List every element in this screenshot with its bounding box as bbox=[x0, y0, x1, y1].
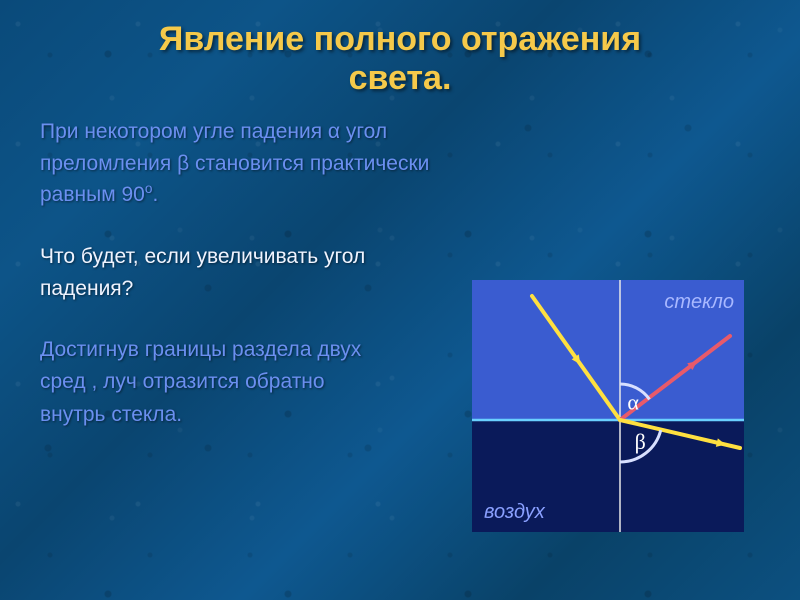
svg-text:α: α bbox=[627, 389, 639, 414]
svg-text:воздух: воздух bbox=[484, 501, 546, 523]
subtitle-line-2: преломления β становится практически bbox=[40, 152, 429, 175]
title-line-2: света. bbox=[349, 59, 452, 97]
subtitle-line-1: При некотором угле падения α угол bbox=[40, 120, 387, 143]
answer-line-1: Достигнув границы раздела двух bbox=[40, 338, 361, 361]
question-text: Что будет, если увеличивать угол падения… bbox=[40, 241, 460, 306]
answer-line-2: сред , луч отразится обратно bbox=[40, 370, 325, 393]
question-line-2: падения? bbox=[40, 277, 133, 300]
svg-text:β: β bbox=[635, 429, 646, 454]
subtitle-text: При некотором угле падения α угол прелом… bbox=[40, 116, 760, 211]
refraction-diagram: αβ стекло воздух bbox=[472, 280, 744, 532]
subtitle-dot: . bbox=[152, 183, 158, 206]
slide-title: Явление полного отражения света. bbox=[40, 20, 760, 98]
subtitle-line-3a: равным bbox=[40, 183, 121, 206]
question-line-1: Что будет, если увеличивать угол bbox=[40, 245, 365, 268]
answer-text: Достигнув границы раздела двух сред , лу… bbox=[40, 334, 460, 432]
slide: Явление полного отражения света. При нек… bbox=[0, 0, 800, 600]
subtitle-90: 90 bbox=[121, 183, 144, 206]
title-line-1: Явление полного отражения bbox=[159, 20, 641, 58]
answer-line-3: внутрь стекла. bbox=[40, 403, 182, 426]
svg-text:стекло: стекло bbox=[664, 291, 734, 313]
